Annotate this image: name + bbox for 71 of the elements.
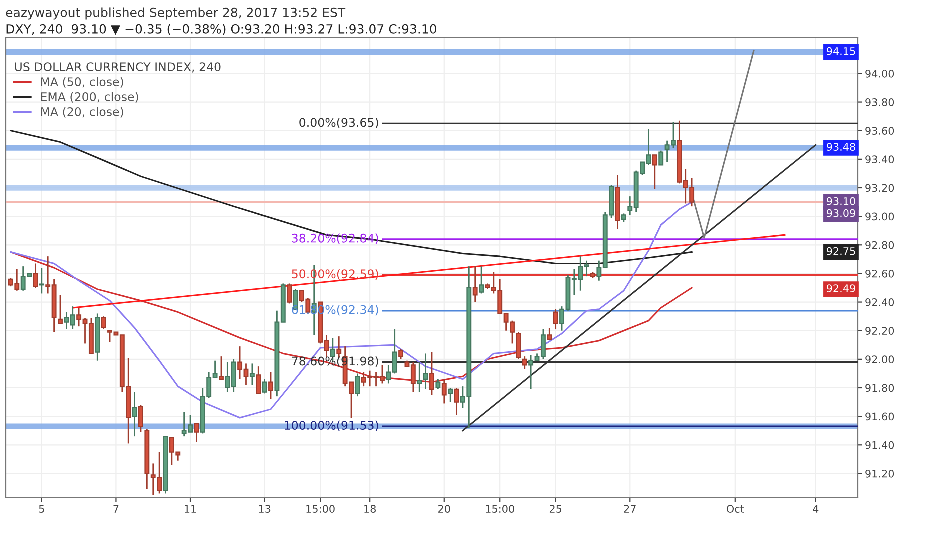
y-tick-label: 92.60 [866, 270, 894, 278]
candlestick [101, 316, 106, 330]
candlestick [58, 294, 63, 324]
x-tick-label: 25 [550, 505, 562, 514]
candlestick [479, 266, 484, 294]
candlestick [256, 366, 262, 394]
ref-line-label: 100.00%(91.53) [285, 420, 378, 432]
x-tick-label: 4 [813, 505, 819, 513]
y-tick-label: 92.20 [866, 327, 894, 335]
legend-label: MA (20, close) [41, 107, 124, 118]
y-tick-label: 91.20 [866, 470, 894, 478]
candlestick [33, 263, 38, 289]
y-tick-label: 93.40 [866, 156, 894, 164]
y-tick-label: 92.80 [866, 241, 894, 250]
x-tick-label: 13 [259, 505, 271, 514]
x-tick-label: 5 [39, 505, 44, 514]
candlestick [553, 308, 558, 330]
band-label: 93.48 [826, 143, 856, 152]
x-tick-label: 15:00 [306, 505, 335, 514]
x-tick-label: 15:00 [486, 505, 514, 514]
candlestick [442, 378, 447, 404]
x-tick-label: 11 [185, 505, 196, 513]
x-tick-label: 27 [624, 505, 636, 513]
candlestick [398, 348, 404, 360]
candlestick [268, 372, 274, 400]
candlestick [454, 387, 460, 416]
candlestick [472, 266, 478, 303]
annotation: 92.49 [826, 284, 856, 292]
legend-title: US DOLLAR CURRENCY INDEX, 240 [15, 62, 221, 73]
candlestick [194, 423, 200, 443]
y-tick-label: 92.40 [866, 298, 894, 306]
y-tick-label: 93.60 [866, 127, 894, 135]
y-tick-label: 94.00 [866, 70, 894, 78]
candlestick [423, 353, 428, 390]
legend-label: MA (50, close) [41, 77, 124, 88]
line-series [10, 130, 693, 264]
y-tick-label: 91.60 [866, 412, 894, 421]
annotation: 93.10 [826, 197, 856, 206]
candlestick [522, 356, 528, 370]
candlestick [250, 363, 255, 386]
y-tick-label: 91.40 [866, 441, 894, 450]
y-tick-label: 93.80 [866, 98, 894, 106]
annotation: 92.75 [826, 247, 856, 256]
candlestick [417, 362, 422, 393]
chart-title: eazywayout published September 28, 2017 13:52 EST [6, 8, 346, 20]
band-label: 94.15 [826, 47, 856, 56]
x-tick-label: Oct [726, 505, 744, 514]
candlestick [39, 267, 44, 294]
x-tick-label: 7 [114, 505, 119, 513]
x-tick-label: 20 [438, 505, 450, 514]
candlestick [547, 327, 552, 340]
candlestick [430, 352, 434, 396]
candlestick [448, 387, 454, 403]
candlestick [436, 378, 441, 390]
y-tick-label: 93.00 [866, 212, 894, 221]
candlestick [658, 150, 664, 166]
y-tick-label: 93.20 [866, 184, 894, 192]
ref-line-label: 0.00%(93.65) [300, 118, 378, 129]
candlestick [138, 404, 144, 433]
candlestick [355, 373, 360, 398]
legend-label: EMA (200, close) [41, 92, 138, 103]
candlestick [287, 283, 292, 304]
annotation: 93.09 [826, 209, 856, 218]
candlestick [652, 154, 658, 190]
chart-subtitle: DXY, 240 93.10 ▼ −0.35 (−0.38%) O:93.20 H:93.27 L:93.07 C:93.10 [6, 24, 436, 36]
y-tick-label: 92.00 [866, 356, 894, 364]
candlestick [262, 378, 268, 394]
x-tick-label: 18 [364, 505, 376, 514]
candlestick [132, 392, 138, 438]
y-tick-label: 91.80 [866, 384, 894, 392]
candlestick [219, 356, 224, 380]
